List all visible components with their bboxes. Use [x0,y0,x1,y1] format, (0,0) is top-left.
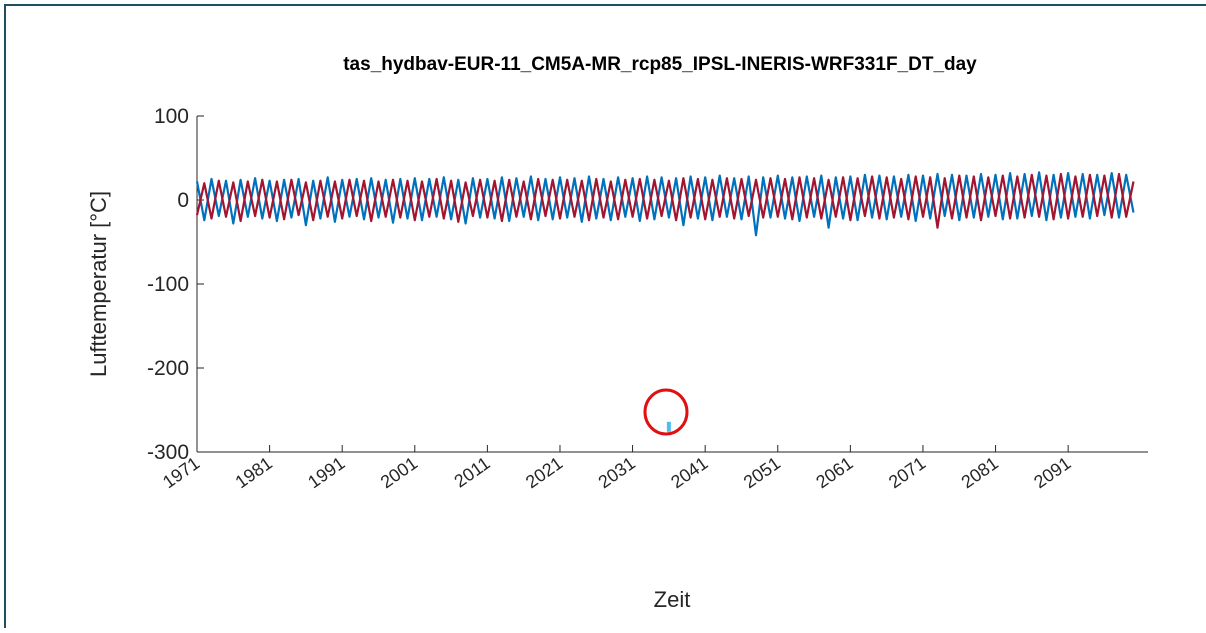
y-tick-label: -200 [147,357,189,380]
y-tick-label: 0 [177,189,189,212]
highlight-circle [643,388,689,436]
frame [4,4,1206,633]
data-line [195,172,1135,229]
data-point [666,421,671,432]
y-axis-label: Lufttemperatur [°C] [86,191,111,377]
y-tick-label: -100 [147,273,189,296]
chart-title: tas_hydbav-EUR-11_CM5A-MR_rcp85_IPSL-INE… [343,54,977,75]
x-axis-label: Zeit [654,587,691,612]
y-tick-label: -300 [147,441,189,464]
y-tick-label: 100 [154,105,189,128]
